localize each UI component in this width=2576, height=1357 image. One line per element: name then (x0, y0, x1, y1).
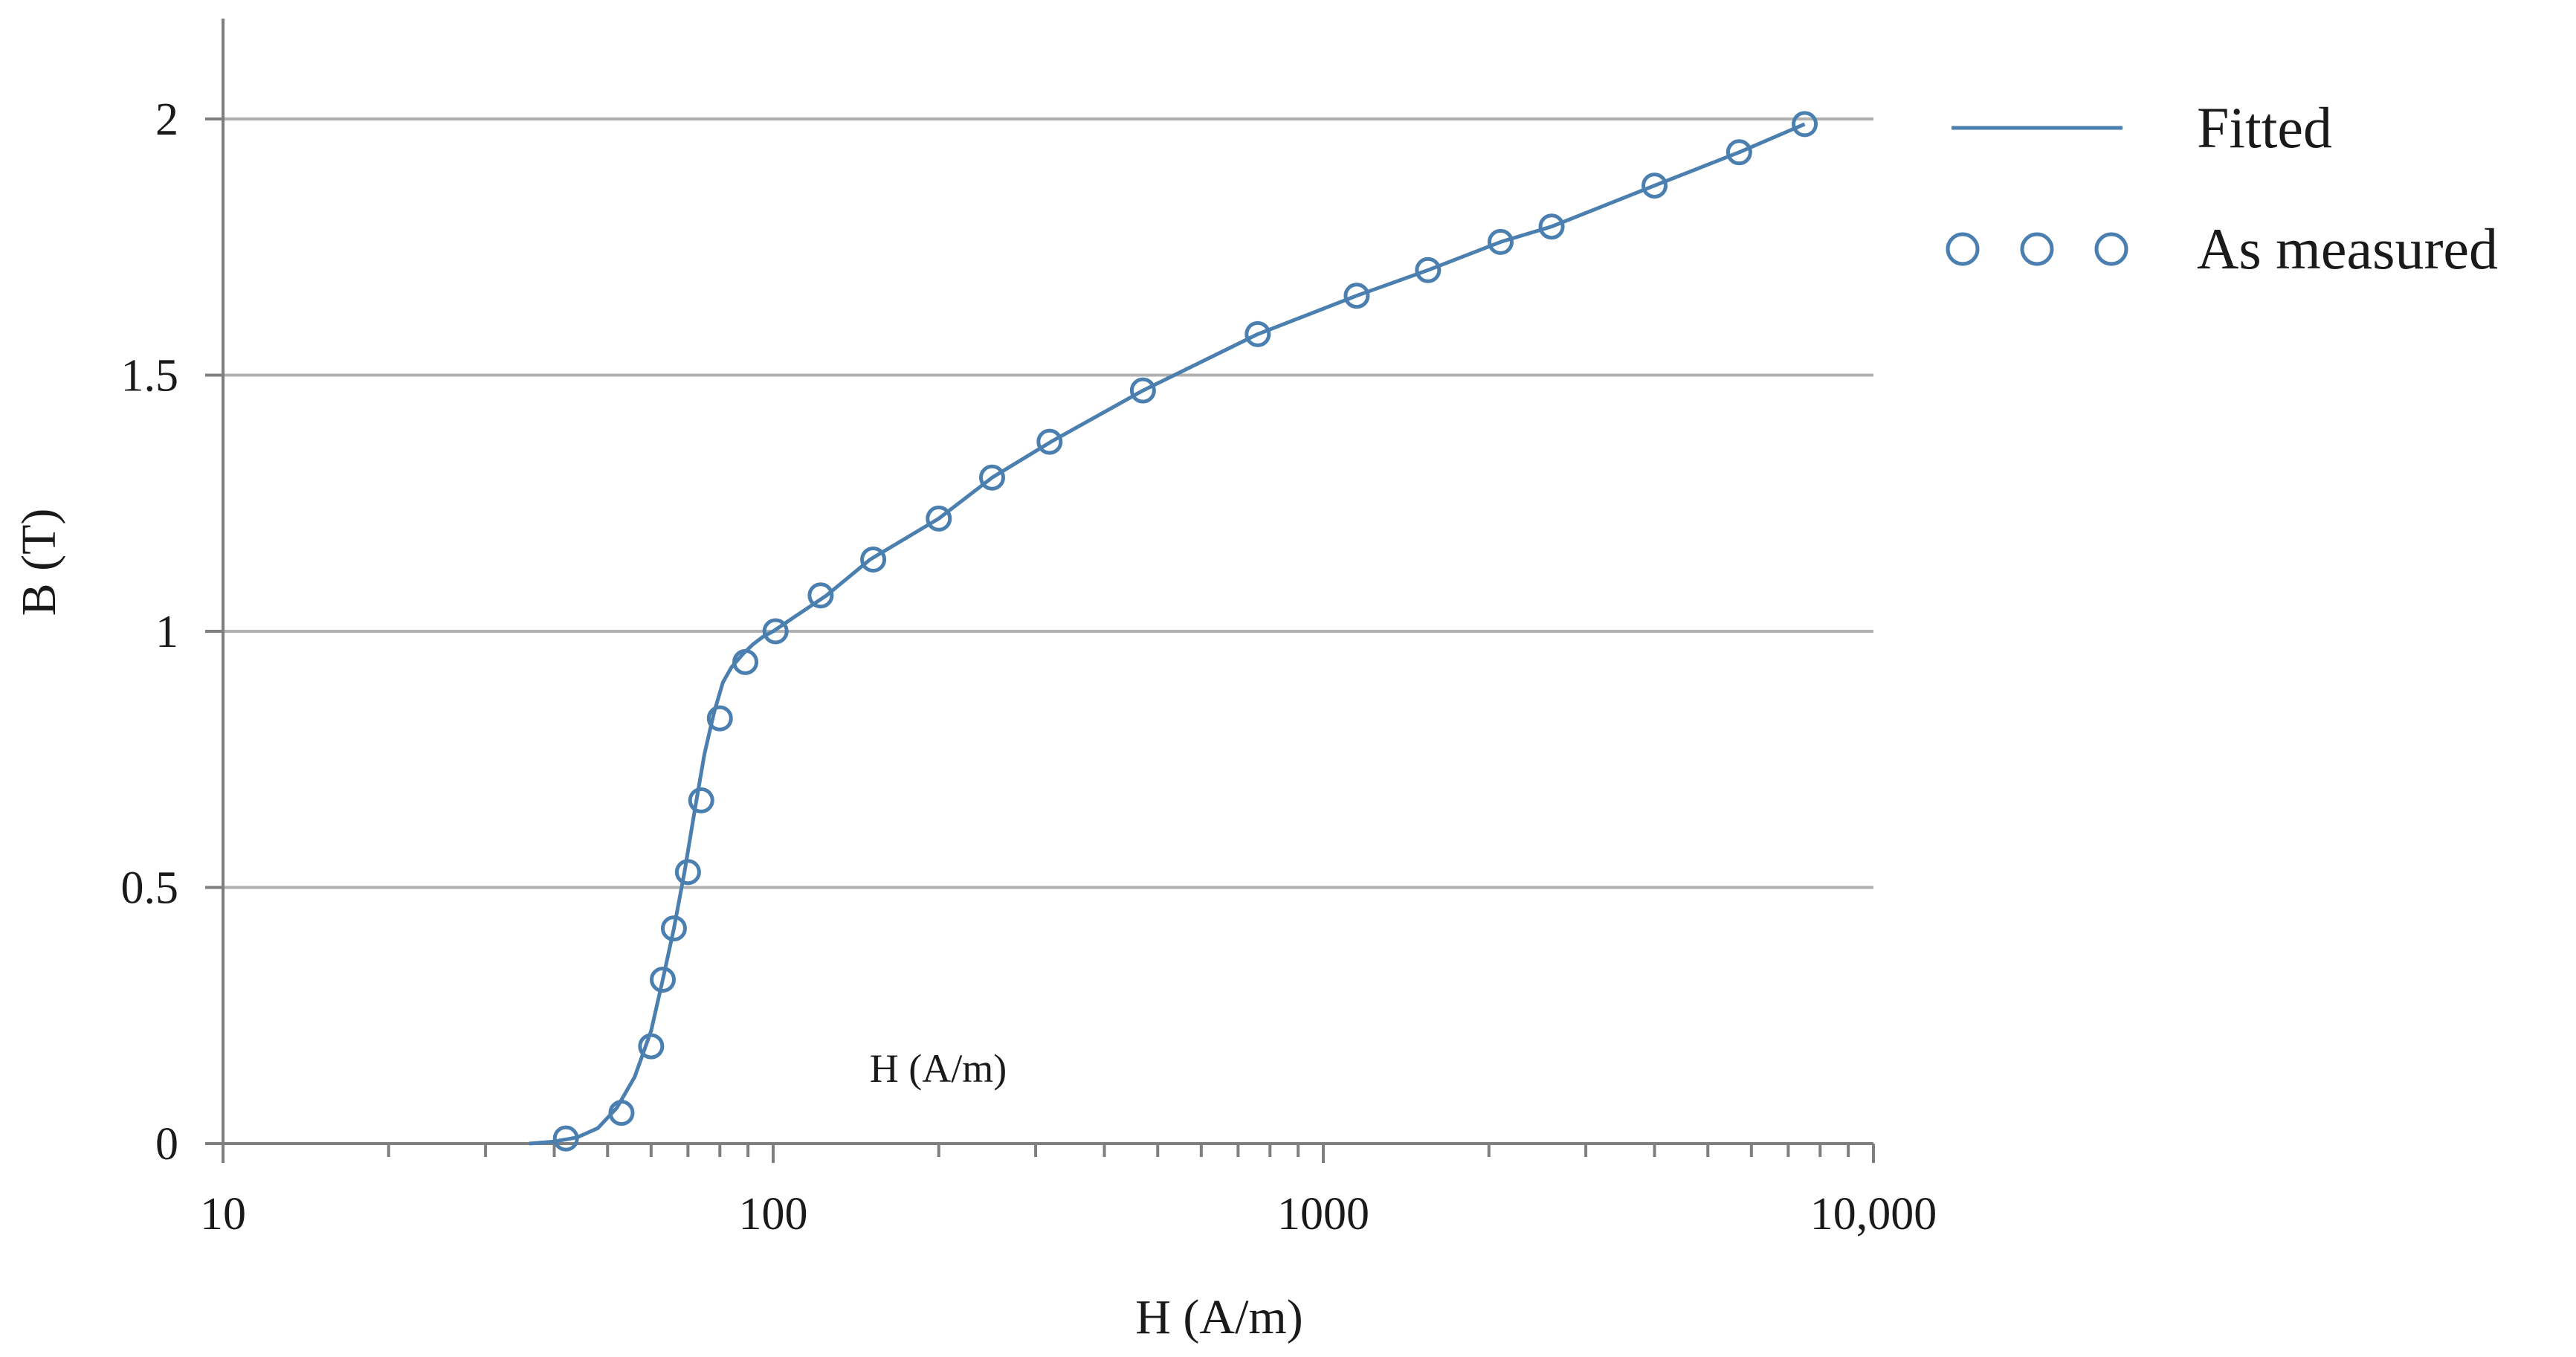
fitted-curve-line (529, 122, 1806, 1146)
measured-point (732, 648, 759, 675)
y-tick-label-3: 1.5 (121, 351, 179, 402)
measured-point (608, 1100, 635, 1126)
measured-point (860, 547, 887, 573)
axes (205, 19, 1875, 1163)
measured-point (688, 787, 714, 813)
x-axis-title: H (A/m) (1135, 1290, 1302, 1344)
measured-point (1642, 173, 1668, 199)
measured-point (1487, 228, 1514, 255)
measured-point (762, 618, 789, 645)
measured-point (807, 582, 834, 609)
measured-point (1036, 428, 1063, 455)
measured-point (1245, 320, 1271, 347)
legend-measured-marker-swatch (2020, 232, 2054, 266)
measured-point (1415, 257, 1442, 283)
grid-lines (223, 117, 1873, 889)
measured-point (660, 915, 687, 942)
y-tick-label-2: 1 (155, 607, 178, 657)
y-tick-label-4: 2 (155, 94, 178, 145)
measured-point (1538, 213, 1565, 240)
legend-fitted-label: Fitted (2197, 95, 2332, 160)
chart-annotation: H (A/m) (870, 1046, 1007, 1091)
series-layer (529, 111, 1818, 1152)
measured-point (552, 1125, 579, 1152)
tick-labels: 0 0.5 1 1.5 2 10 100 1000 10,000 (121, 94, 1937, 1240)
legend-measured-label: As measured (2197, 216, 2498, 281)
measured-point (1343, 283, 1370, 309)
measured-point (1129, 377, 1156, 404)
y-tick-label-0: 0 (155, 1119, 178, 1170)
measured-point (1792, 111, 1818, 138)
y-axis-title: B (T) (12, 509, 66, 616)
legend-measured-marker-swatch (2094, 232, 2128, 266)
measured-point (650, 967, 677, 993)
measured-point (638, 1033, 665, 1060)
x-tick-label-0: 10 (200, 1189, 246, 1240)
measured-point (706, 705, 733, 732)
measured-point (926, 505, 952, 532)
x-tick-label-1: 100 (739, 1189, 808, 1240)
x-tick-label-2: 1000 (1277, 1189, 1369, 1240)
legend: Fitted As measured (1946, 95, 2498, 281)
measured-point (674, 859, 701, 886)
legend-measured-marker-swatch (1946, 232, 1980, 266)
measured-point (1726, 139, 1752, 166)
y-tick-label-1: 0.5 (121, 863, 179, 914)
measured-point (978, 464, 1005, 491)
x-tick-label-3: 10,000 (1810, 1189, 1937, 1240)
